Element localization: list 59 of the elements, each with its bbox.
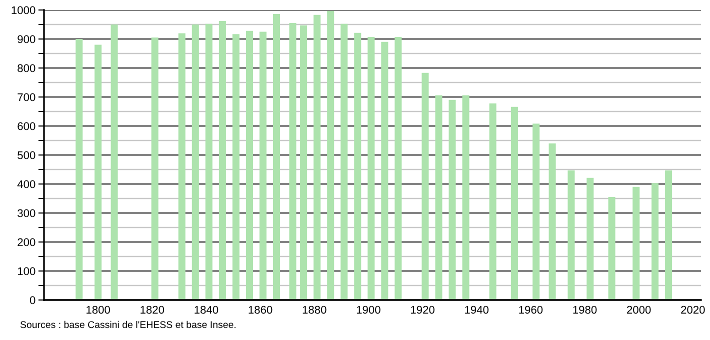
bar bbox=[218, 21, 226, 300]
bar bbox=[608, 197, 616, 300]
bar bbox=[532, 124, 540, 300]
bar bbox=[259, 32, 267, 300]
bar bbox=[300, 25, 308, 300]
y-tick-label: 100 bbox=[18, 267, 36, 276]
bar bbox=[435, 95, 442, 300]
bar bbox=[586, 178, 594, 300]
bar bbox=[548, 143, 556, 300]
bar bbox=[76, 39, 83, 300]
y-tick-label: 600 bbox=[18, 122, 36, 130]
x-tick-label: 1800 bbox=[86, 306, 110, 314]
y-tick-label: 500 bbox=[18, 151, 36, 160]
bar bbox=[448, 100, 456, 300]
y-tick-label: 800 bbox=[18, 64, 36, 72]
bar bbox=[489, 103, 496, 300]
bar bbox=[232, 34, 240, 300]
bar bbox=[314, 14, 321, 300]
bar bbox=[110, 24, 118, 300]
bar bbox=[354, 32, 362, 300]
bar bbox=[394, 36, 402, 300]
x-tick-label: 1880 bbox=[302, 306, 326, 314]
bar bbox=[246, 30, 253, 300]
bar bbox=[340, 24, 348, 300]
bar bbox=[273, 14, 280, 300]
x-tick-label: 1960 bbox=[519, 306, 543, 314]
x-tick-label: 1840 bbox=[194, 306, 218, 314]
x-tick-label: 2020 bbox=[681, 306, 705, 314]
source-note: Sources : base Cassini de l'EHESS et base Insee. bbox=[20, 320, 236, 328]
bar bbox=[289, 23, 296, 300]
y-tick-label: 1000 bbox=[12, 6, 36, 14]
y-tick-label: 300 bbox=[18, 209, 36, 218]
bar bbox=[462, 95, 470, 300]
bar bbox=[205, 24, 212, 300]
y-tick-label: 700 bbox=[18, 93, 36, 102]
bar bbox=[665, 170, 672, 300]
y-tick-label: 900 bbox=[18, 35, 36, 44]
y-tick-label: 200 bbox=[18, 238, 36, 246]
x-tick-label: 1940 bbox=[465, 306, 489, 314]
x-tick-label: 2000 bbox=[627, 306, 651, 314]
bar bbox=[368, 36, 375, 300]
x-tick-label: 1900 bbox=[356, 306, 380, 314]
y-tick-label: 0 bbox=[30, 296, 36, 304]
bar bbox=[192, 24, 199, 300]
bar bbox=[327, 10, 334, 300]
bar bbox=[422, 72, 429, 300]
bar bbox=[151, 38, 158, 300]
x-tick-label: 1820 bbox=[140, 306, 164, 314]
x-tick-label: 1920 bbox=[411, 306, 434, 314]
bar bbox=[652, 183, 659, 300]
bar bbox=[568, 170, 575, 300]
y-tick-label: 400 bbox=[17, 180, 36, 188]
x-tick-label: 1860 bbox=[248, 306, 272, 314]
bar bbox=[381, 42, 388, 300]
bar bbox=[632, 186, 640, 300]
bar bbox=[178, 33, 186, 300]
bar bbox=[510, 106, 518, 300]
x-tick-label: 1980 bbox=[573, 306, 597, 314]
bar bbox=[94, 44, 102, 300]
